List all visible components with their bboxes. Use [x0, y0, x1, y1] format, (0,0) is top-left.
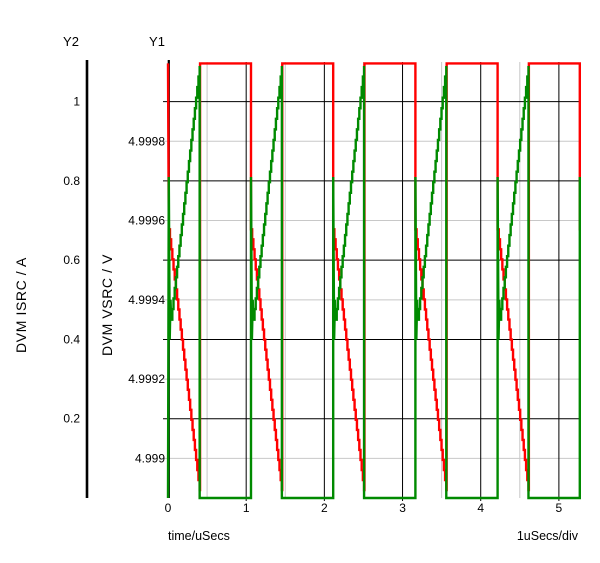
- y2-tick-label: 0.8: [63, 174, 80, 188]
- y2-tick-label: 0.2: [63, 412, 80, 426]
- y1-axis-title[interactable]: Y1: [149, 34, 165, 49]
- y2-tick-label: 0.4: [63, 332, 80, 346]
- x-tick-labels: 0 1 2 3 4 5: [165, 501, 563, 515]
- y2-axis-name: DVM ISRC / A: [13, 257, 29, 353]
- x-tick-label: 0: [165, 501, 172, 515]
- y1-tick-labels: 4.9998 4.9996 4.9994 4.9992 4.999: [128, 134, 165, 465]
- gridlines-major: [163, 62, 580, 501]
- y2-tick-label: 0.6: [63, 253, 80, 267]
- y2-axis-title[interactable]: Y2: [63, 34, 79, 49]
- y1-tick-label: 4.9992: [128, 372, 165, 386]
- y1-tick-label: 4.9994: [128, 293, 165, 307]
- x-tick-label: 5: [556, 501, 563, 515]
- x-tick-label: 1: [243, 501, 250, 515]
- x-tick-label: 4: [477, 501, 484, 515]
- trace-dvm-isrc: [166, 62, 581, 492]
- x-tick-label: 2: [321, 501, 328, 515]
- x-axis-name: time/uSecs: [168, 529, 230, 543]
- y2-tick-labels: 1 0.8 0.6 0.4 0.2: [63, 95, 80, 426]
- y1-tick-label: 4.999: [135, 451, 165, 465]
- x-scale-note: 1uSecs/div: [516, 529, 578, 543]
- y1-tick-label: 4.9996: [128, 214, 165, 228]
- y2-tick-label: 1: [73, 95, 80, 109]
- trace-dvm-vsrc: [166, 65, 581, 500]
- y1-axis-name: DVM VSRC / V: [99, 253, 115, 357]
- gridlines-minor: [163, 62, 580, 498]
- x-tick-label: 3: [399, 501, 406, 515]
- y1-tick-label: 4.9998: [128, 134, 165, 148]
